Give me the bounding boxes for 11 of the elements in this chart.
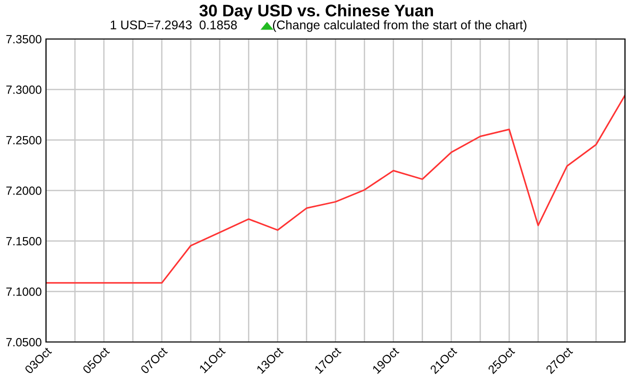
y-tick-label: 7.3000: [6, 86, 42, 94]
text: (Change calculated from the start of the chart): [272, 20, 526, 32]
line-series: [46, 94, 625, 284]
y-tick-label: 7.3500: [6, 35, 42, 44]
y-tick-label: 7.1000: [6, 288, 42, 296]
chart-subtitle: 1 USD=7.2943 0.1858: [110, 20, 237, 30]
chart-title: 30 Day USD vs. Chinese Yuan: [199, 4, 433, 20]
y-tick-label: 7.1500: [6, 237, 42, 246]
y-tick-label: 7.2500: [6, 136, 42, 144]
y-tick-label: 7.0500: [6, 338, 42, 346]
y-tick-label: 7.2000: [6, 186, 42, 195]
